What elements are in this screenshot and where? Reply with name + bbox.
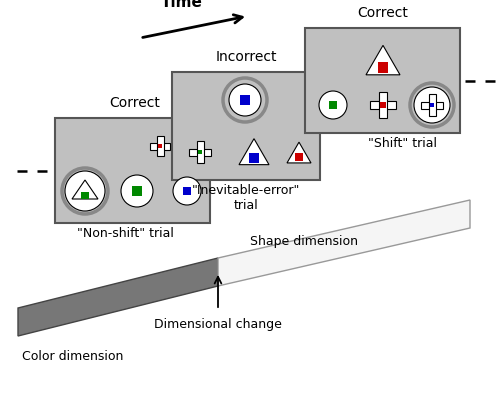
Text: Incorrect: Incorrect	[215, 50, 277, 64]
Bar	[172, 72, 320, 180]
Polygon shape	[218, 200, 470, 286]
Bar	[240, 95, 250, 105]
Bar	[430, 102, 434, 108]
Bar	[81, 192, 89, 199]
Bar	[198, 150, 202, 154]
Polygon shape	[287, 142, 311, 163]
Text: Time: Time	[161, 0, 203, 10]
Bar	[132, 186, 142, 196]
Bar	[378, 62, 388, 73]
Bar	[295, 153, 303, 161]
Bar	[379, 92, 387, 118]
Circle shape	[173, 177, 201, 205]
Bar	[421, 102, 443, 108]
Circle shape	[65, 171, 105, 211]
Bar	[156, 136, 164, 156]
Circle shape	[319, 91, 347, 119]
Text: Color dimension: Color dimension	[22, 350, 124, 363]
Circle shape	[121, 175, 153, 207]
Polygon shape	[366, 45, 400, 75]
Bar	[305, 28, 460, 133]
Bar	[55, 118, 210, 223]
Bar	[380, 102, 386, 108]
Polygon shape	[239, 139, 269, 165]
Text: Shape dimension: Shape dimension	[250, 235, 358, 248]
Text: "Inevitable-error"
trial: "Inevitable-error" trial	[192, 184, 300, 212]
Polygon shape	[18, 258, 218, 336]
Bar	[158, 143, 162, 149]
Bar	[329, 101, 337, 109]
Bar	[189, 149, 211, 156]
Text: Dimensional change: Dimensional change	[154, 318, 282, 331]
Bar	[428, 94, 436, 116]
Bar	[249, 153, 259, 163]
Text: Correct: Correct	[357, 6, 408, 20]
Bar	[150, 143, 170, 149]
Text: "Non-shift" trial: "Non-shift" trial	[76, 227, 174, 240]
Bar	[196, 141, 203, 163]
Circle shape	[229, 84, 261, 116]
Bar	[183, 187, 191, 195]
Circle shape	[414, 87, 450, 123]
Text: Correct: Correct	[110, 96, 160, 110]
Polygon shape	[72, 180, 98, 199]
Bar	[370, 101, 396, 109]
Text: "Shift" trial: "Shift" trial	[368, 137, 437, 150]
